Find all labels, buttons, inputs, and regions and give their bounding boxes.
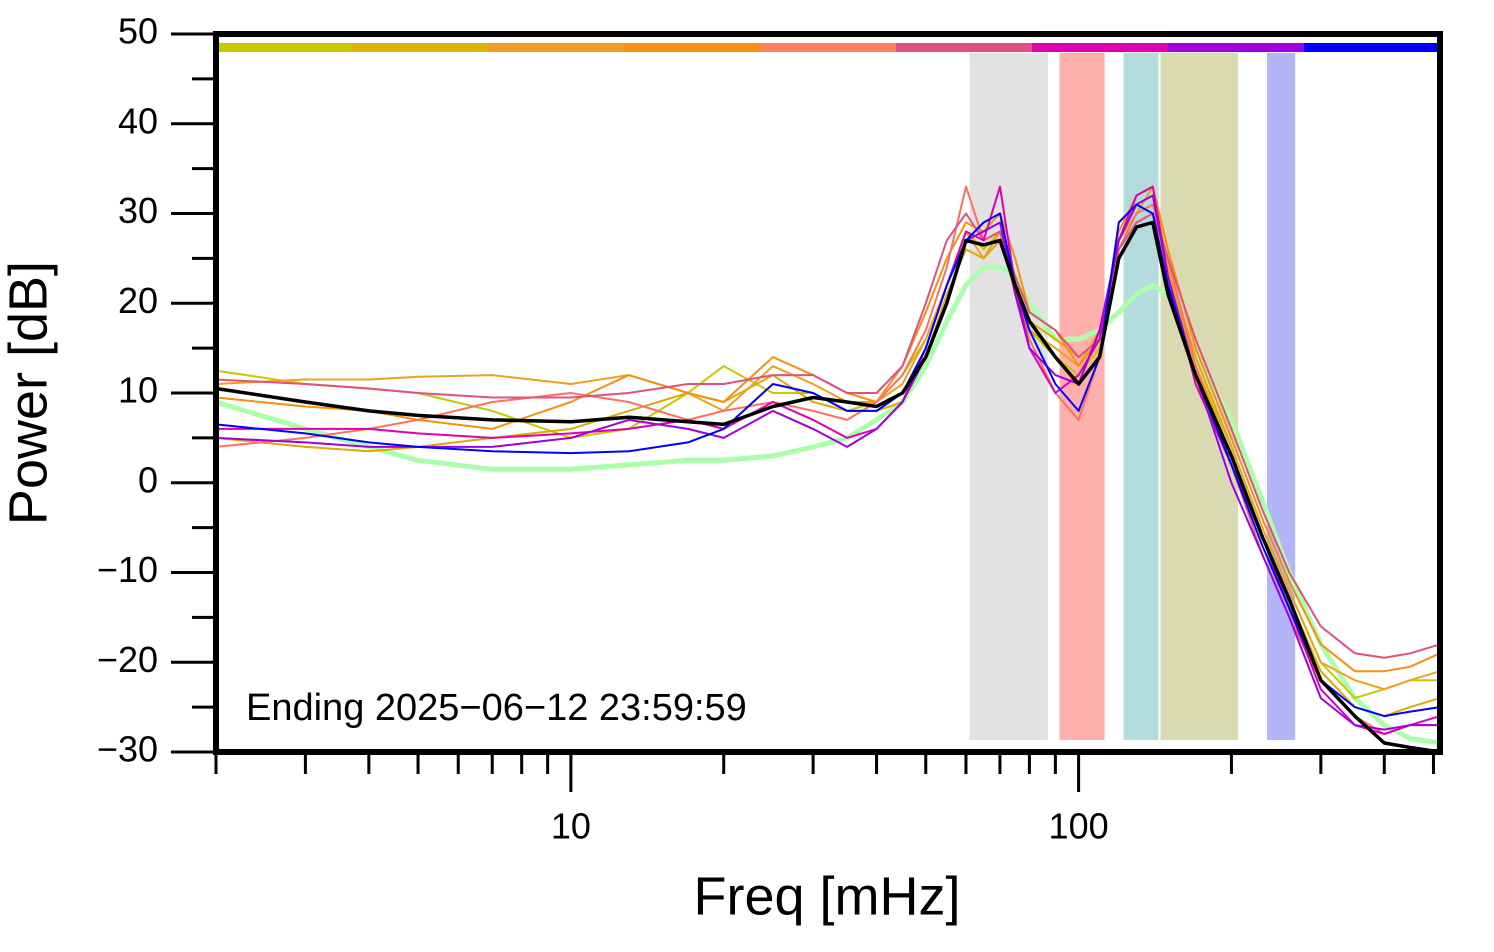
series-line xyxy=(216,185,1441,735)
y-tick-label: 10 xyxy=(118,370,158,411)
annotation: Ending 2025−06−12 23:59:59 xyxy=(246,687,747,729)
band xyxy=(1266,53,1296,740)
color-bar-segment xyxy=(896,43,1032,52)
y-tick-label: −20 xyxy=(97,639,158,680)
series-line xyxy=(215,212,1441,659)
y-tick-label: −30 xyxy=(97,729,158,770)
series-line xyxy=(215,203,1441,718)
series-line xyxy=(215,220,1441,754)
y-tick-label: 20 xyxy=(118,280,158,321)
color-bar-segment xyxy=(1168,43,1304,52)
y-tick-label: 40 xyxy=(118,100,158,141)
color-bar-segment xyxy=(760,43,896,52)
color-bar-segment xyxy=(1032,43,1168,52)
series-line xyxy=(215,264,1441,746)
band xyxy=(1160,53,1238,740)
color-bar-segment xyxy=(216,43,352,52)
series-line xyxy=(215,185,1440,735)
x-tick-label: 100 xyxy=(1049,806,1109,847)
series-line xyxy=(215,185,1441,718)
x-tick-label: 10 xyxy=(551,806,591,847)
y-tick-label: 0 xyxy=(138,459,158,500)
band xyxy=(1123,53,1159,740)
series-line xyxy=(215,194,1440,731)
color-bar-segment xyxy=(624,43,760,52)
color-bar-segment xyxy=(352,43,488,52)
color-bar-segment xyxy=(488,43,624,52)
y-tick-label: 50 xyxy=(118,11,158,52)
band xyxy=(969,53,1048,740)
y-tick-label: −10 xyxy=(97,549,158,590)
x-axis-title: Freq [mHz] xyxy=(693,866,960,926)
y-axis-title: Power [dB] xyxy=(0,261,58,525)
y-tick-label: 30 xyxy=(118,190,158,231)
color-bar-segment xyxy=(1304,43,1440,52)
